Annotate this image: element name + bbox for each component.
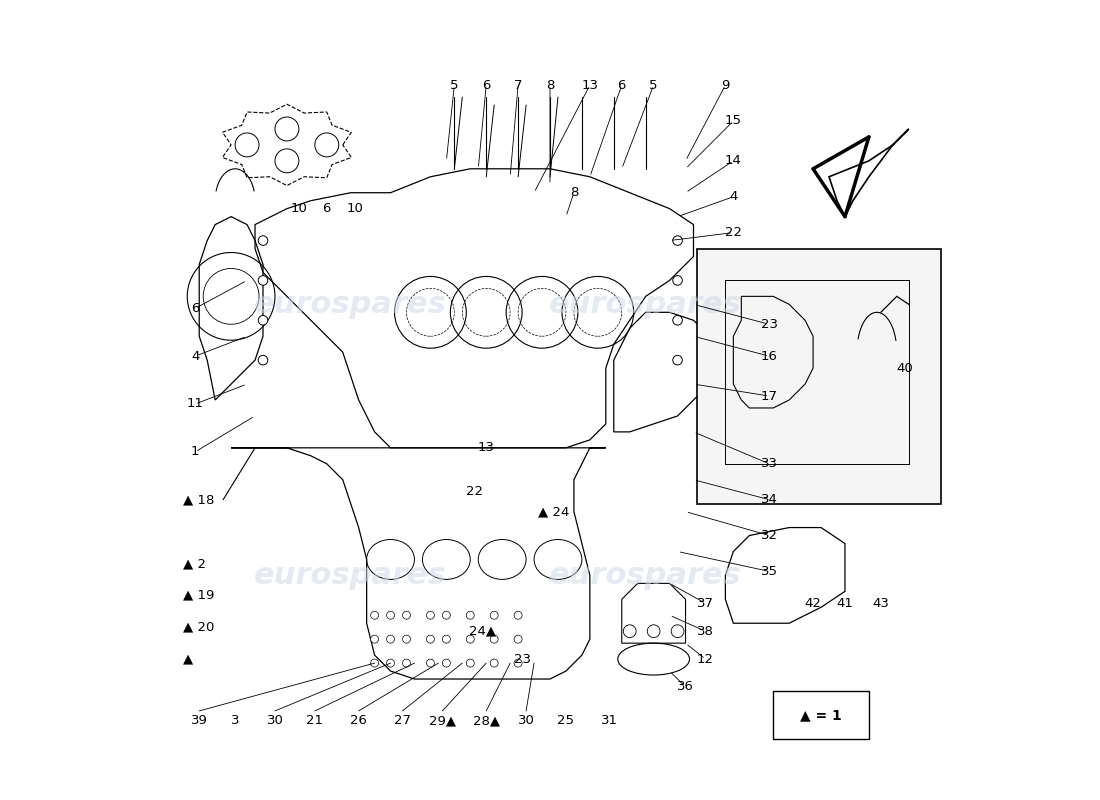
Circle shape	[275, 117, 299, 141]
Text: 11: 11	[187, 398, 204, 410]
Text: 8: 8	[546, 78, 554, 91]
Circle shape	[466, 659, 474, 667]
Text: 6: 6	[617, 78, 626, 91]
Circle shape	[403, 659, 410, 667]
Text: 6: 6	[322, 202, 331, 215]
Text: 6: 6	[482, 78, 491, 91]
Circle shape	[258, 315, 267, 325]
Text: ▲ 24: ▲ 24	[538, 505, 570, 518]
Circle shape	[427, 659, 434, 667]
Text: eurospares: eurospares	[549, 290, 742, 319]
Circle shape	[315, 133, 339, 157]
Circle shape	[673, 236, 682, 246]
Text: 31: 31	[602, 714, 618, 727]
Circle shape	[442, 659, 450, 667]
Text: 5: 5	[649, 78, 658, 91]
Text: 8: 8	[570, 186, 579, 199]
Text: 23: 23	[514, 653, 530, 666]
Circle shape	[275, 149, 299, 173]
Text: 12: 12	[697, 653, 714, 666]
Text: 39: 39	[190, 714, 208, 727]
Circle shape	[403, 635, 410, 643]
Text: 30: 30	[266, 714, 284, 727]
Text: 15: 15	[725, 114, 741, 127]
Text: 33: 33	[761, 458, 778, 470]
Text: 13: 13	[477, 442, 495, 454]
Text: 34: 34	[761, 493, 778, 506]
Text: 1: 1	[191, 446, 199, 458]
Circle shape	[514, 611, 522, 619]
Text: ▲ = 1: ▲ = 1	[800, 708, 842, 722]
Text: 16: 16	[761, 350, 778, 362]
Circle shape	[386, 635, 395, 643]
Text: 40: 40	[896, 362, 913, 374]
Text: 43: 43	[872, 597, 889, 610]
Circle shape	[466, 635, 474, 643]
Text: 3: 3	[231, 714, 240, 727]
Circle shape	[466, 611, 474, 619]
Text: eurospares: eurospares	[254, 561, 447, 590]
Text: 5: 5	[450, 78, 459, 91]
Circle shape	[386, 611, 395, 619]
Circle shape	[514, 659, 522, 667]
Circle shape	[442, 611, 450, 619]
Circle shape	[258, 236, 267, 246]
Text: 26: 26	[350, 714, 367, 727]
Text: 22: 22	[465, 485, 483, 498]
FancyBboxPatch shape	[697, 249, 940, 504]
Text: 24▲: 24▲	[469, 625, 496, 638]
Text: 37: 37	[697, 597, 714, 610]
Text: 14: 14	[725, 154, 741, 167]
Text: 27: 27	[394, 714, 411, 727]
Text: 35: 35	[761, 565, 778, 578]
Text: 21: 21	[306, 714, 323, 727]
Text: 10: 10	[346, 202, 363, 215]
Text: 42: 42	[804, 597, 822, 610]
Circle shape	[491, 611, 498, 619]
FancyBboxPatch shape	[773, 691, 869, 739]
Text: eurospares: eurospares	[549, 561, 742, 590]
Circle shape	[235, 133, 258, 157]
Circle shape	[371, 635, 378, 643]
Circle shape	[491, 659, 498, 667]
Text: ▲ 19: ▲ 19	[184, 589, 214, 602]
Text: 22: 22	[725, 226, 741, 239]
Text: 23: 23	[761, 318, 778, 330]
Text: 9: 9	[722, 78, 729, 91]
Circle shape	[673, 315, 682, 325]
Circle shape	[258, 276, 267, 285]
Circle shape	[403, 611, 410, 619]
Text: 28▲: 28▲	[473, 714, 499, 727]
Text: 17: 17	[761, 390, 778, 402]
Text: 7: 7	[514, 78, 522, 91]
Circle shape	[427, 635, 434, 643]
Text: 4: 4	[729, 190, 737, 203]
Text: 29▲: 29▲	[429, 714, 455, 727]
Circle shape	[514, 635, 522, 643]
Text: 38: 38	[697, 625, 714, 638]
Circle shape	[442, 635, 450, 643]
Text: 4: 4	[191, 350, 199, 362]
Text: ▲ 2: ▲ 2	[184, 557, 207, 570]
Text: 32: 32	[761, 529, 778, 542]
Circle shape	[258, 355, 267, 365]
Text: 25: 25	[558, 714, 574, 727]
Text: 6: 6	[191, 302, 199, 315]
Circle shape	[386, 659, 395, 667]
Text: 10: 10	[290, 202, 307, 215]
Text: 41: 41	[836, 597, 854, 610]
Circle shape	[371, 611, 378, 619]
Circle shape	[673, 355, 682, 365]
Text: 30: 30	[518, 714, 535, 727]
Text: ▲ 18: ▲ 18	[184, 493, 214, 506]
Text: ▲: ▲	[184, 653, 194, 666]
Circle shape	[427, 611, 434, 619]
Circle shape	[491, 635, 498, 643]
Circle shape	[673, 276, 682, 285]
Circle shape	[371, 659, 378, 667]
Text: eurospares: eurospares	[254, 290, 447, 319]
Text: ▲ 20: ▲ 20	[184, 621, 214, 634]
Text: 13: 13	[582, 78, 598, 91]
Text: 36: 36	[678, 681, 694, 694]
